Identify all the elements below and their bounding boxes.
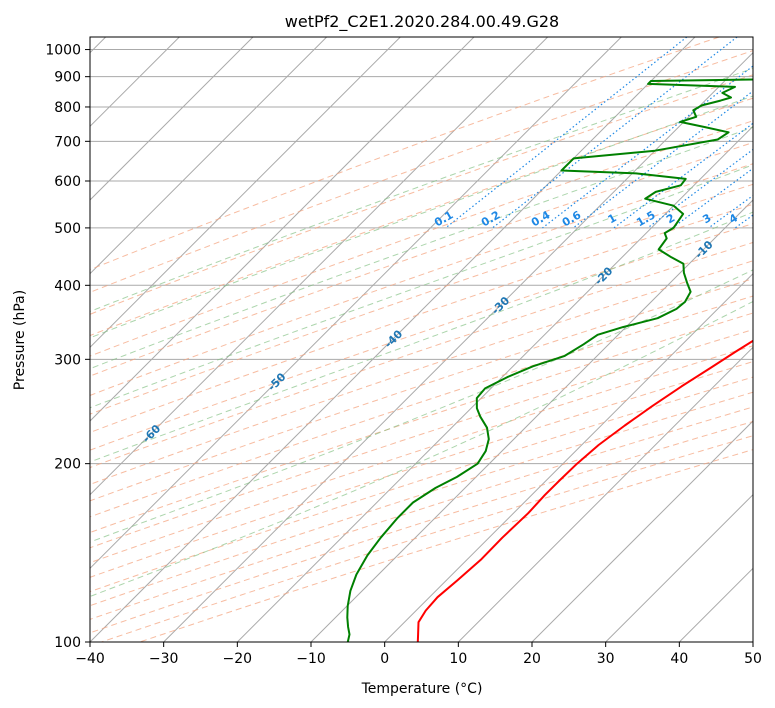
isotherm-line (531, 420, 753, 642)
isotherm-line (384, 272, 753, 642)
dry-adiabat-line (90, 120, 753, 357)
x-tick-label: 40 (670, 651, 688, 667)
x-tick-label: 20 (523, 651, 541, 667)
y-tick-label: 500 (54, 221, 81, 237)
moist-adiabat-line (90, 95, 753, 339)
isotherm-line (236, 125, 753, 642)
x-tick-label: −10 (296, 651, 326, 667)
chart-title: wetPf2_C2E1.2020.284.00.49.G28 (285, 12, 559, 32)
isotherm-line (90, 37, 549, 496)
moist-adiabat-line (90, 67, 753, 313)
sounding-profiles (346, 78, 753, 642)
isobar-gridlines (90, 49, 753, 642)
isotherm-line (90, 37, 328, 275)
mixing-ratio-line (445, 37, 688, 229)
y-axis: 100 200 300 400 500 600 700 800 900 1000 (45, 43, 90, 651)
plot-area: -100-90-80-70-60-50-40-30-20-10010203040… (90, 37, 753, 642)
isotherm-line (605, 493, 753, 642)
x-axis-label: Temperature (°C) (361, 681, 483, 697)
moist-adiabat-line (90, 164, 753, 409)
y-tick-label: 100 (54, 635, 81, 651)
mixing-ratio-line (613, 122, 753, 229)
y-axis-label: Pressure (hPa) (12, 290, 28, 390)
dry-adiabat-line (90, 183, 753, 415)
isotherm-line (90, 37, 696, 642)
y-tick-label: 600 (54, 174, 81, 190)
y-tick-label: 300 (54, 352, 81, 368)
dry-adiabat-line (90, 278, 753, 502)
y-tick-label: 400 (54, 278, 81, 294)
isotherm-line (457, 346, 753, 642)
isotherm-line (310, 199, 753, 642)
isotherm-line (90, 37, 622, 570)
x-tick-label: 50 (744, 651, 762, 667)
dewpoint-profile-line (346, 78, 753, 642)
dry-adiabat-line (90, 312, 753, 534)
y-tick-label: 800 (54, 100, 81, 116)
x-tick-label: 0 (380, 651, 389, 667)
dry-adiabat-line (90, 361, 753, 578)
y-tick-label: 1000 (45, 43, 81, 59)
dry-adiabat-line (90, 142, 753, 377)
dry-adiabat-line (90, 50, 753, 293)
x-axis: −40 −30 −20 −10 0 10 20 30 40 50 (75, 642, 762, 667)
dry-adiabat-line (90, 97, 753, 337)
moist-adiabat-line (90, 211, 753, 463)
dry-adiabat-line (90, 163, 753, 396)
moist-adiabat-line (90, 126, 753, 370)
x-tick-label: −30 (149, 651, 179, 667)
x-tick-label: −40 (75, 651, 105, 667)
x-tick-label: −20 (223, 651, 253, 667)
x-tick-label: 10 (449, 651, 467, 667)
plot-frame (89, 36, 754, 643)
x-tick-label: 30 (597, 651, 615, 667)
y-tick-label: 900 (54, 70, 81, 86)
isotherm-line (163, 51, 753, 642)
dry-adiabat-line (90, 329, 753, 549)
y-tick-label: 200 (54, 457, 81, 473)
mixing-ratio-line (542, 65, 753, 229)
isotherm-lines (90, 37, 753, 642)
moist-adiabat-lines (90, 67, 753, 597)
isotherm-line (90, 37, 254, 201)
dry-adiabat-line (90, 391, 753, 607)
temperature-profile-line (416, 339, 753, 642)
y-tick-label: 700 (54, 134, 81, 150)
mixing-ratio-lines (445, 37, 753, 229)
isotherm-line (90, 37, 401, 349)
isotherm-line (90, 37, 475, 422)
dry-adiabat-line (90, 223, 753, 451)
dry-adiabat-line (90, 260, 753, 485)
